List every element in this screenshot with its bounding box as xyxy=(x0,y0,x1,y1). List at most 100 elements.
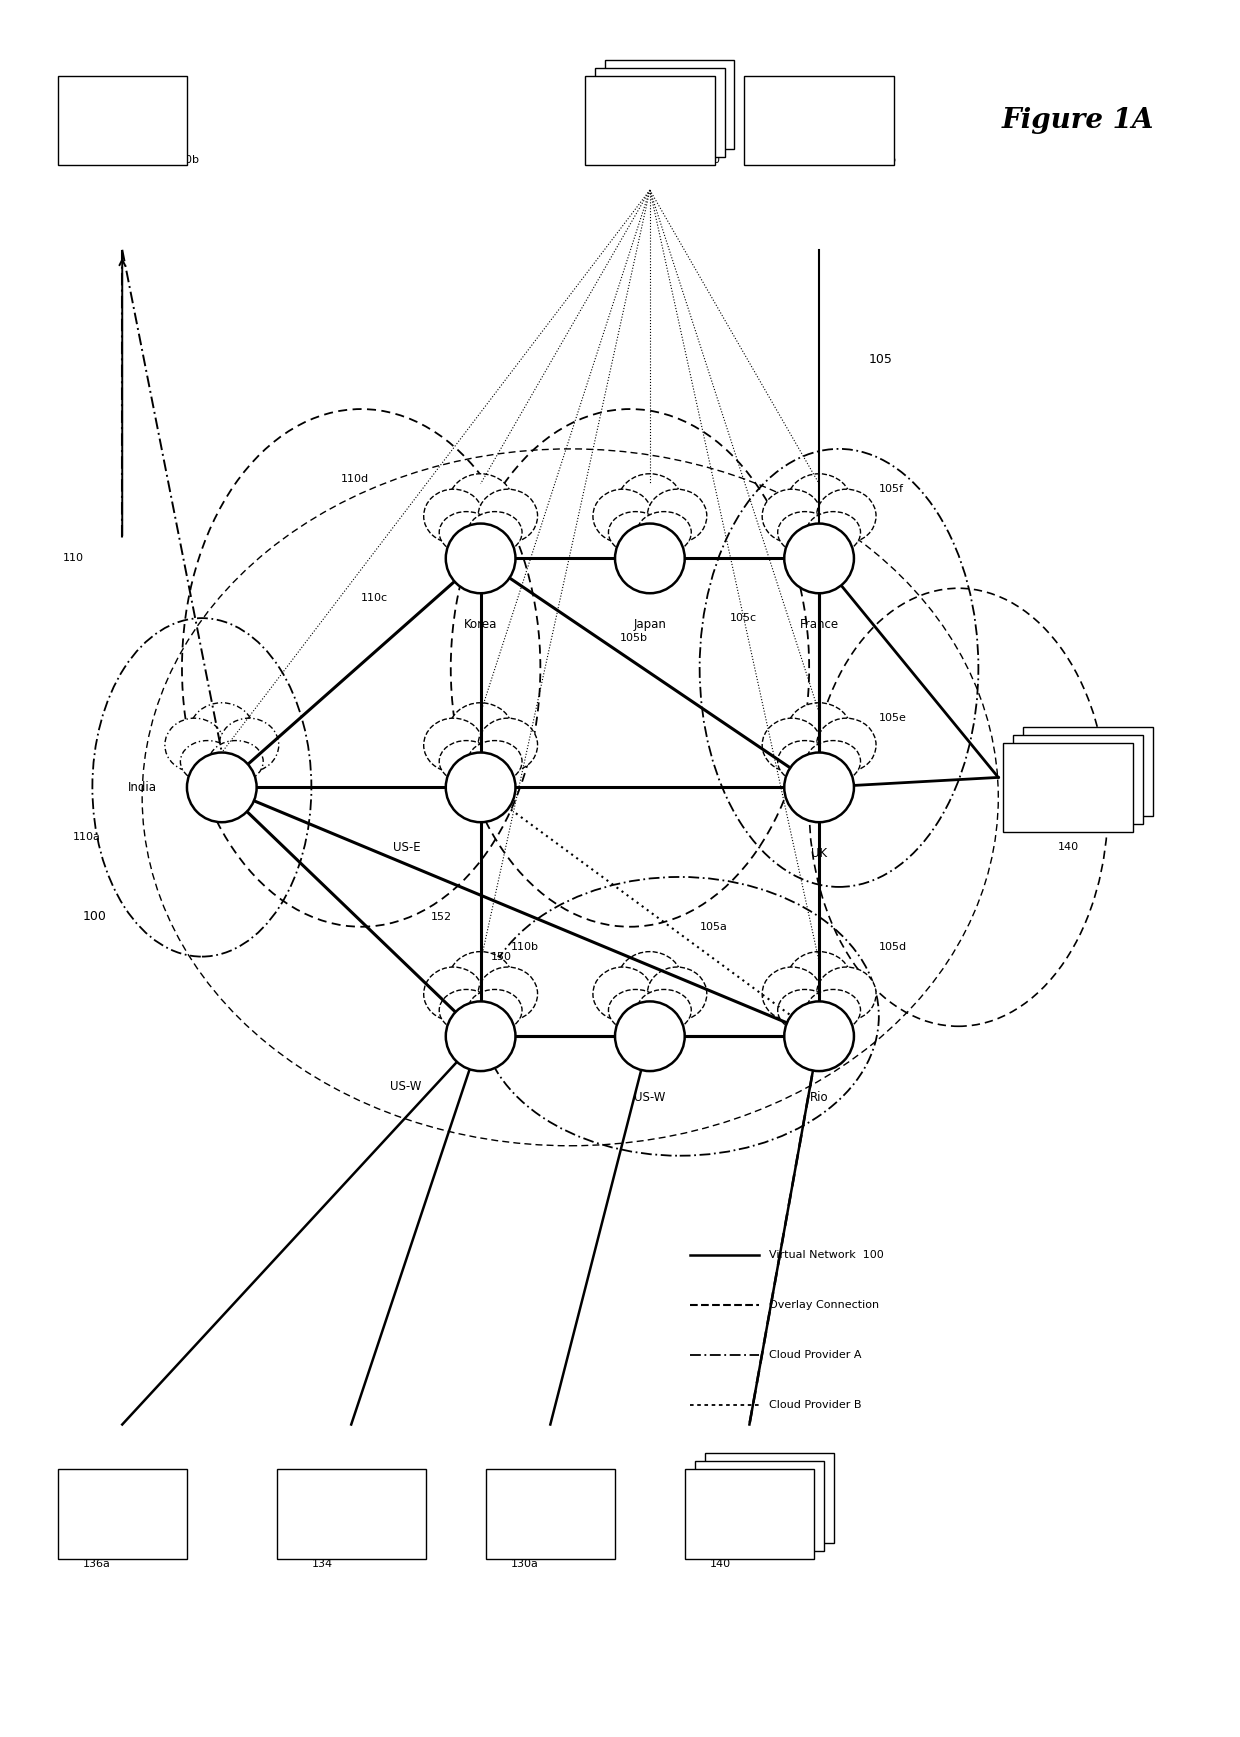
Text: 110a: 110a xyxy=(72,832,100,842)
Text: 100: 100 xyxy=(82,910,107,924)
Ellipse shape xyxy=(479,968,538,1021)
Ellipse shape xyxy=(763,717,822,771)
Text: 140: 140 xyxy=(709,1558,730,1569)
Ellipse shape xyxy=(609,990,663,1032)
Ellipse shape xyxy=(208,740,263,782)
Circle shape xyxy=(615,1002,684,1072)
Ellipse shape xyxy=(777,512,832,554)
Ellipse shape xyxy=(449,703,513,761)
Ellipse shape xyxy=(609,512,663,554)
Text: US-W: US-W xyxy=(634,1091,666,1105)
Text: Corporate
Datacenter: Corporate Datacenter xyxy=(322,1503,381,1525)
Ellipse shape xyxy=(449,952,513,1009)
Ellipse shape xyxy=(439,512,494,554)
Ellipse shape xyxy=(439,990,494,1032)
Ellipse shape xyxy=(777,740,832,782)
Text: India: India xyxy=(128,782,157,794)
Bar xyxy=(704,1454,835,1542)
Text: US-W: US-W xyxy=(389,1079,420,1093)
Ellipse shape xyxy=(618,952,682,1009)
Bar xyxy=(57,76,187,165)
Ellipse shape xyxy=(165,717,224,771)
Bar xyxy=(277,1470,425,1558)
Text: Virtual Network  100: Virtual Network 100 xyxy=(769,1251,884,1261)
Text: Mobile: Mobile xyxy=(730,1508,769,1520)
Bar xyxy=(744,76,894,165)
Ellipse shape xyxy=(806,990,861,1032)
Text: US-E: US-E xyxy=(393,841,420,853)
Text: UK: UK xyxy=(811,848,827,860)
Ellipse shape xyxy=(467,512,522,554)
Ellipse shape xyxy=(190,703,254,761)
Bar xyxy=(1013,735,1142,823)
Ellipse shape xyxy=(449,474,513,532)
Ellipse shape xyxy=(618,474,682,532)
Bar xyxy=(486,1470,615,1558)
Text: 136b: 136b xyxy=(869,155,897,165)
Text: 105d: 105d xyxy=(879,941,906,952)
Bar xyxy=(585,76,714,165)
Text: Japan: Japan xyxy=(634,618,666,631)
Ellipse shape xyxy=(467,990,522,1032)
Text: Branch
Office: Branch Office xyxy=(102,106,143,134)
Circle shape xyxy=(784,523,854,594)
Circle shape xyxy=(615,523,684,594)
Circle shape xyxy=(446,523,516,594)
Text: 136a: 136a xyxy=(82,1558,110,1569)
Text: Cloud Provider A: Cloud Provider A xyxy=(769,1350,862,1360)
Ellipse shape xyxy=(786,952,852,1009)
Circle shape xyxy=(446,1002,516,1072)
Ellipse shape xyxy=(219,717,279,771)
Circle shape xyxy=(446,752,516,822)
Bar xyxy=(605,59,734,149)
Text: France: France xyxy=(800,618,838,631)
Text: 152: 152 xyxy=(430,912,451,922)
Ellipse shape xyxy=(763,490,822,544)
Ellipse shape xyxy=(467,740,522,782)
Text: Rio: Rio xyxy=(810,1091,828,1105)
Ellipse shape xyxy=(479,717,538,771)
Bar xyxy=(684,1470,815,1558)
Ellipse shape xyxy=(647,968,707,1021)
Ellipse shape xyxy=(806,512,861,554)
Ellipse shape xyxy=(786,703,852,761)
Text: Mobile: Mobile xyxy=(1049,782,1087,794)
Text: 105c: 105c xyxy=(729,613,756,624)
Text: 105b: 105b xyxy=(620,632,649,643)
Text: 110: 110 xyxy=(62,554,83,563)
Ellipse shape xyxy=(180,740,234,782)
Ellipse shape xyxy=(763,968,822,1021)
Text: 130a: 130a xyxy=(511,1558,538,1569)
Text: Branch
Office: Branch Office xyxy=(529,1501,572,1529)
Ellipse shape xyxy=(479,490,538,544)
Text: 130b: 130b xyxy=(172,155,200,165)
Ellipse shape xyxy=(424,490,484,544)
Text: Figure 1A: Figure 1A xyxy=(1002,108,1154,134)
Bar xyxy=(1023,726,1153,816)
Bar xyxy=(694,1461,825,1551)
Ellipse shape xyxy=(777,990,832,1032)
Circle shape xyxy=(784,1002,854,1072)
Text: SaaS: SaaS xyxy=(805,115,833,127)
Ellipse shape xyxy=(816,968,875,1021)
Text: Saas: Saas xyxy=(108,1508,136,1520)
Text: Overlay Connection: Overlay Connection xyxy=(769,1299,879,1310)
Ellipse shape xyxy=(424,968,484,1021)
Bar xyxy=(1003,742,1132,832)
Text: 110b: 110b xyxy=(511,941,538,952)
Text: 105f: 105f xyxy=(879,483,904,493)
Text: 105e: 105e xyxy=(879,712,906,723)
Circle shape xyxy=(784,752,854,822)
Text: 134: 134 xyxy=(311,1558,332,1569)
Ellipse shape xyxy=(816,717,875,771)
Text: 140: 140 xyxy=(1058,842,1079,853)
Ellipse shape xyxy=(593,490,652,544)
Ellipse shape xyxy=(593,968,652,1021)
Ellipse shape xyxy=(816,490,875,544)
Ellipse shape xyxy=(806,740,861,782)
Ellipse shape xyxy=(786,474,852,532)
Text: Cloud Provider B: Cloud Provider B xyxy=(769,1400,862,1410)
Bar xyxy=(595,68,724,158)
Text: 105a: 105a xyxy=(699,922,728,931)
Text: Controller: Controller xyxy=(620,115,680,127)
